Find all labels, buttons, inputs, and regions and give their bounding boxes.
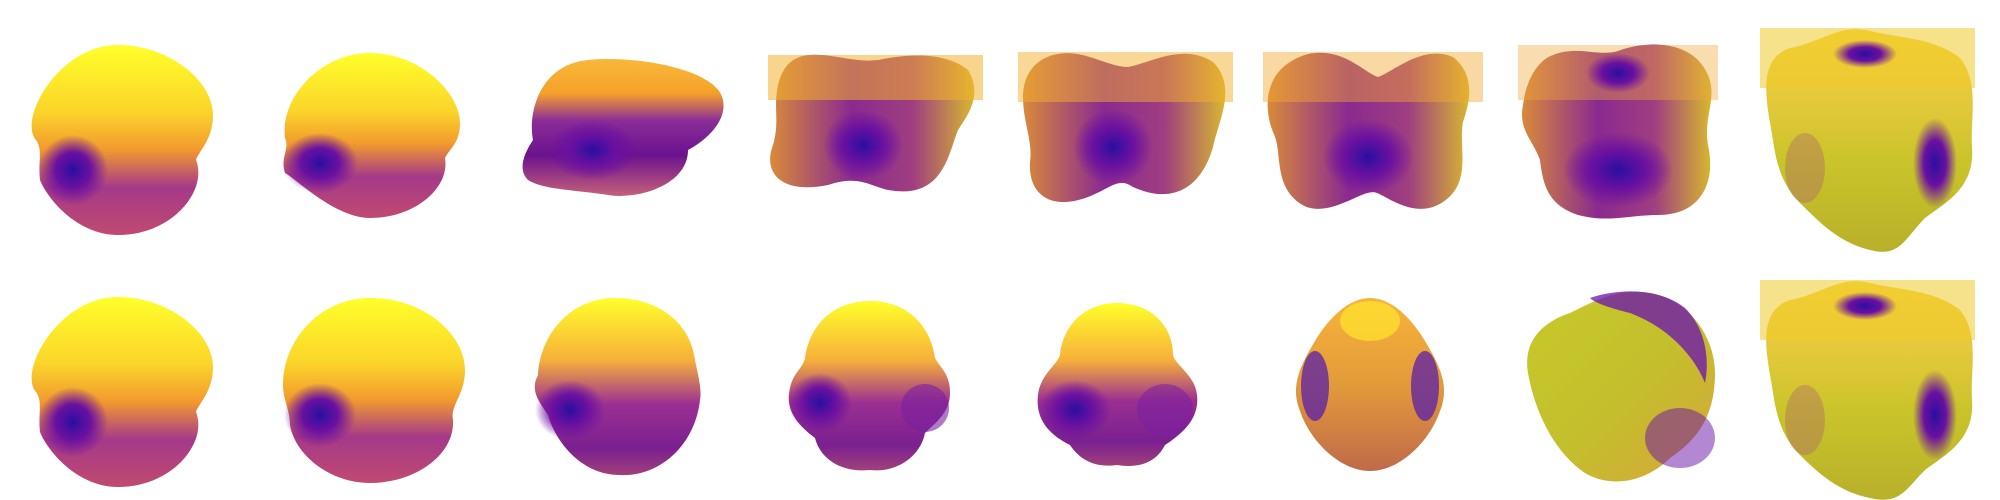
shape-top-6 [1263, 52, 1483, 209]
shape-bottom-5 [1037, 303, 1198, 466]
shape-bottom-8 [1760, 280, 1975, 500]
shape-top-3 [522, 59, 724, 196]
shape-top-4 [768, 54, 983, 192]
shape-bottom-6 [1295, 298, 1445, 471]
shape-top-8 [1760, 28, 1975, 252]
shape-bottom-1 [31, 297, 214, 487]
shape-bottom-7 [1527, 291, 1715, 482]
shape-top-7 [1518, 44, 1718, 219]
shape-bottom-3 [534, 298, 701, 476]
shape-top-2 [282, 53, 460, 218]
shape-bottom-4 [788, 301, 950, 471]
shape-top-5 [1018, 52, 1233, 203]
shape-bottom-2 [283, 298, 465, 483]
shape-top-1 [31, 45, 214, 235]
